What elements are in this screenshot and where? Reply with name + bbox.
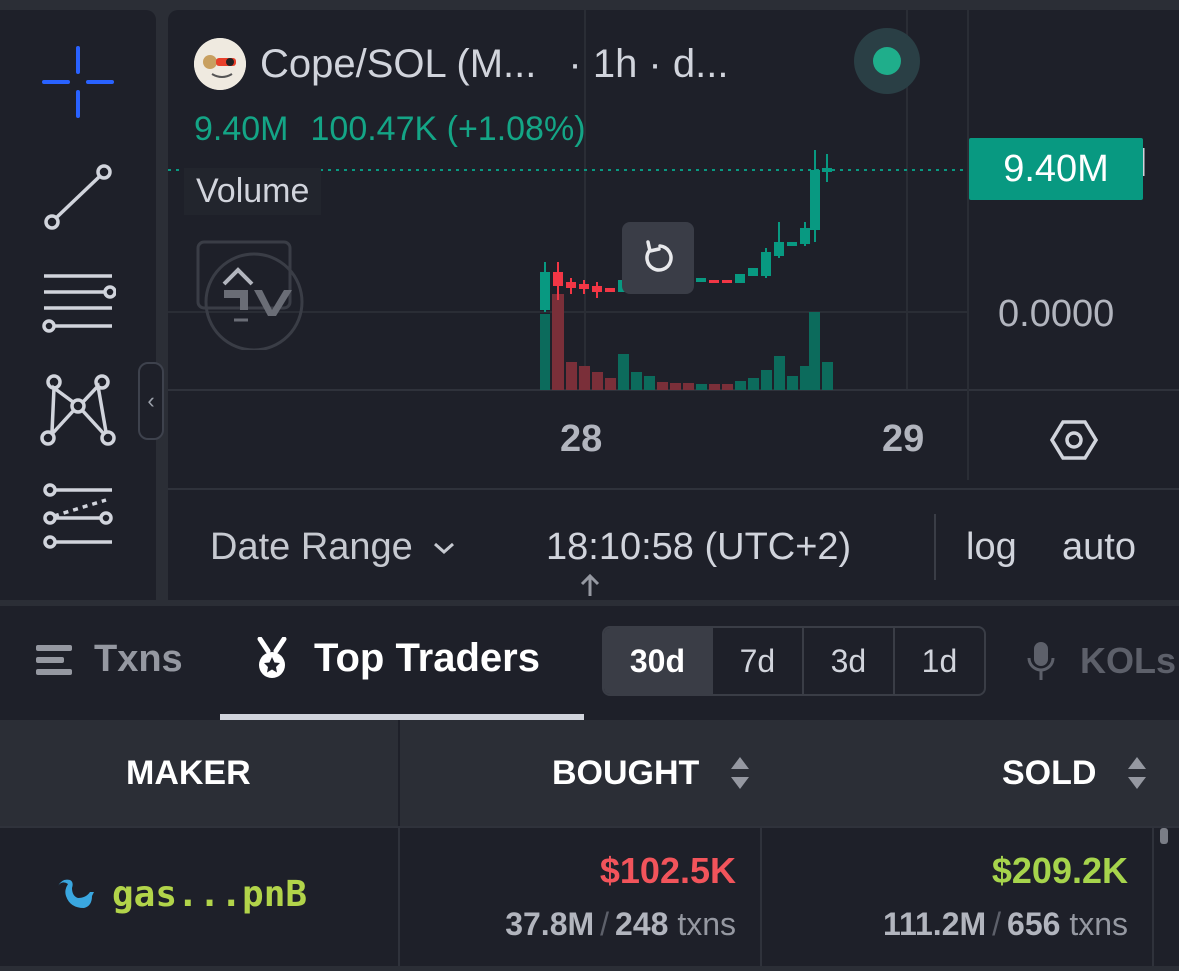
maker-header-label: MAKER <box>126 753 251 792</box>
candles-and-volume <box>540 150 833 390</box>
volume-label[interactable]: Volume <box>184 168 322 215</box>
bought-header-label: BOUGHT <box>552 753 700 792</box>
period-30d-button[interactable]: 30d <box>604 628 711 694</box>
trend-line-icon[interactable] <box>36 156 120 240</box>
sold-usd: $209.2K <box>991 850 1128 891</box>
chart-settings-icon[interactable] <box>1049 416 1099 464</box>
table-bottom-border <box>0 966 1179 971</box>
table-row[interactable]: gas...pnB $102.5K 37.8M/248 txns $209.2K… <box>0 826 1179 968</box>
token-avatar <box>194 38 246 90</box>
sold-txns: 656 <box>1007 906 1061 942</box>
tab-top-traders[interactable]: Top Traders <box>252 636 540 681</box>
maker-cell[interactable]: gas...pnB <box>56 874 307 915</box>
period-selector: 30d 7d 3d 1d <box>602 626 986 696</box>
channel-icon[interactable] <box>36 474 120 558</box>
chevron-left-icon: ‹ <box>147 388 155 413</box>
bought-detail: 37.8M/248 txns <box>420 906 736 943</box>
medal-icon <box>257 636 287 678</box>
chevron-down-icon <box>433 542 454 554</box>
tab-txns-label: Txns <box>94 638 183 680</box>
tab-kols[interactable]: KOLs <box>1026 640 1176 682</box>
column-divider <box>398 828 400 968</box>
column-divider <box>398 720 400 826</box>
pattern-icon[interactable] <box>36 368 120 452</box>
ohlc-values: 9.40M 100.47K (+1.08%) <box>194 110 608 149</box>
auto-scale-toggle[interactable]: auto <box>1062 526 1136 568</box>
sold-detail: 111.2M/656 txns <box>790 906 1128 943</box>
tab-top-traders-label: Top Traders <box>314 636 540 680</box>
last-price-tag: 9.40M <box>969 138 1143 200</box>
divider <box>934 514 936 580</box>
separator-slash: / <box>600 906 610 942</box>
period-7d-button[interactable]: 7d <box>710 628 802 694</box>
market-status-indicator[interactable] <box>854 28 920 94</box>
price-chart[interactable]: Cope/SOL (M... · 1h · d... 9.40M 100.47K … <box>168 10 1179 600</box>
drawing-toolbar <box>0 10 156 600</box>
log-scale-toggle[interactable]: log <box>966 526 1017 568</box>
time-axis-label: 28 <box>560 418 603 460</box>
column-header-sold[interactable]: SOLD <box>1002 720 1148 826</box>
collapse-toolbar-button[interactable]: ‹ <box>138 362 164 440</box>
txns-word: txns <box>677 906 736 942</box>
change-value: 100.47K (+1.08%) <box>310 110 586 148</box>
status-dot-icon <box>873 47 901 75</box>
period-1d-button[interactable]: 1d <box>892 628 984 694</box>
separator-slash: / <box>992 906 1002 942</box>
table-header: MAKER BOUGHT SOLD <box>0 720 1179 826</box>
microphone-icon <box>1027 642 1055 680</box>
column-divider <box>1152 828 1154 968</box>
bought-txns: 248 <box>615 906 669 942</box>
current-time[interactable]: 18:10:58 (UTC+2) <box>546 526 852 568</box>
time-axis-label: 29 <box>882 418 925 460</box>
chart-legend[interactable]: Cope/SOL (M... · 1h · d... <box>194 38 728 90</box>
volume-bars <box>540 294 833 390</box>
maker-address: gas...pnB <box>112 874 308 915</box>
tab-txns[interactable]: Txns <box>36 638 183 681</box>
column-divider <box>760 828 762 968</box>
sold-header-label: SOLD <box>1002 753 1097 792</box>
pair-title: Cope/SOL (M... <box>260 41 537 86</box>
date-range-label: Date Range <box>210 526 413 568</box>
active-tab-indicator <box>220 714 584 720</box>
interval-label: · 1h · d... <box>568 41 729 86</box>
candles <box>540 150 832 312</box>
bought-amount: 37.8M <box>505 906 595 942</box>
tab-kols-label: KOLs <box>1080 640 1177 681</box>
sort-icon[interactable] <box>729 753 751 793</box>
list-icon <box>36 644 72 675</box>
price-axis-label: 0.0000 <box>998 293 1115 335</box>
fib-retracement-icon[interactable] <box>36 258 120 342</box>
bought-usd: $102.5K <box>599 850 736 891</box>
sort-icon[interactable] <box>1126 753 1148 793</box>
txns-word: txns <box>1069 906 1128 942</box>
column-header-maker: MAKER <box>126 720 251 826</box>
table-scrollbar[interactable] <box>1160 828 1168 844</box>
chart-bottom-bar: Date Range 18:10:58 (UTC+2) log auto <box>168 488 1179 600</box>
sold-amount: 111.2M <box>882 906 987 942</box>
period-3d-button[interactable]: 3d <box>801 628 893 694</box>
reset-icon <box>645 240 673 272</box>
crosshair-icon[interactable] <box>36 40 120 124</box>
column-header-bought[interactable]: BOUGHT <box>552 720 751 826</box>
date-range-dropdown[interactable]: Date Range <box>210 526 457 569</box>
data-tabs: Txns Top Traders 30d 7d 3d 1d KOLs <box>0 606 1179 720</box>
whale-icon <box>58 879 94 908</box>
close-value: 9.40M <box>194 110 289 148</box>
reset-chart-button[interactable] <box>622 222 694 294</box>
tradingview-logo <box>196 240 304 352</box>
